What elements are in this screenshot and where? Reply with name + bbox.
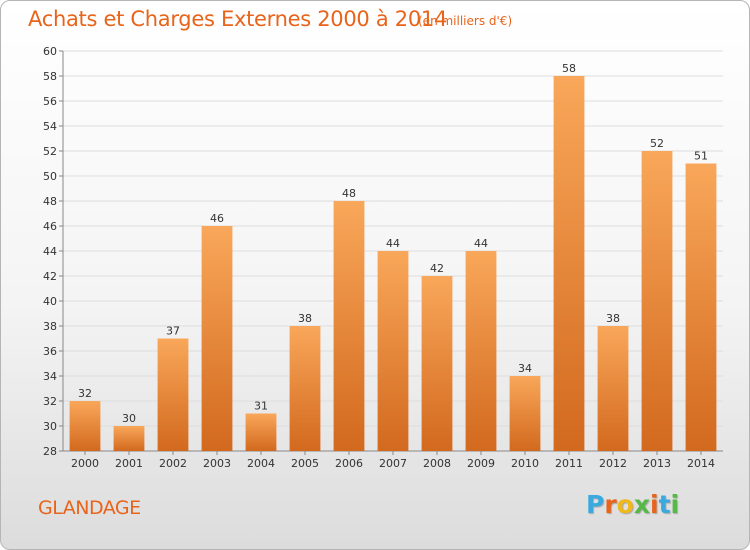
- value-label-2008: 42: [430, 262, 444, 275]
- x-tick-label-2011: 2011: [555, 457, 583, 470]
- y-tick-label: 44: [43, 245, 57, 258]
- x-tick-label-2005: 2005: [291, 457, 319, 470]
- bar-2007: [377, 251, 409, 451]
- chart-title: Achats et Charges Externes 2000 à 2014: [28, 7, 448, 31]
- value-label-2013: 52: [650, 137, 664, 150]
- bar-2009: [465, 251, 497, 451]
- bar-2013: [641, 151, 673, 451]
- value-label-2014: 51: [694, 150, 708, 163]
- bar-2012: [597, 326, 629, 451]
- y-tick-label: 32: [43, 395, 57, 408]
- x-tick-label-2012: 2012: [599, 457, 627, 470]
- y-tick-label: 50: [43, 170, 57, 183]
- y-tick-label: 58: [43, 70, 57, 83]
- brand-letter: i: [670, 490, 680, 519]
- y-tick-label: 46: [43, 220, 57, 233]
- y-tick-label: 34: [43, 370, 57, 383]
- bar-2005: [289, 326, 321, 451]
- value-label-2002: 37: [166, 325, 180, 338]
- y-tick-label: 56: [43, 95, 57, 108]
- value-label-2007: 44: [386, 237, 400, 250]
- value-label-2003: 46: [210, 212, 224, 225]
- brand-letter: r: [604, 490, 617, 519]
- value-label-2004: 31: [254, 400, 268, 413]
- bar-2006: [333, 201, 365, 451]
- value-label-2006: 48: [342, 187, 356, 200]
- value-label-2000: 32: [78, 387, 92, 400]
- labels: 28 30 32 34 36 38 40 42 44 46 48 50 52 54 56 58 60 32 2000…: [43, 45, 715, 470]
- y-tick-label: 36: [43, 345, 57, 358]
- value-label-2009: 44: [474, 237, 488, 250]
- brand-letter: i: [650, 490, 659, 519]
- value-label-2012: 38: [606, 312, 620, 325]
- y-tick-label: 40: [43, 295, 57, 308]
- brand-logo: Proxiti: [586, 490, 679, 519]
- x-tick-label-2008: 2008: [423, 457, 451, 470]
- x-tick-label-2009: 2009: [467, 457, 495, 470]
- brand-letter: x: [633, 490, 650, 519]
- x-tick-label-2007: 2007: [379, 457, 407, 470]
- bar-2003: [201, 226, 233, 451]
- y-tick-label: 42: [43, 270, 57, 283]
- y-tick-label: 48: [43, 195, 57, 208]
- bar-2000: [69, 401, 101, 451]
- bar-2010: [509, 376, 541, 451]
- bars: [69, 76, 717, 451]
- bar-2002: [157, 338, 189, 451]
- x-tick-label-2004: 2004: [247, 457, 275, 470]
- bar-2001: [113, 426, 145, 451]
- x-tick-label-2003: 2003: [203, 457, 231, 470]
- value-label-2010: 34: [518, 362, 532, 375]
- brand-letter: P: [586, 490, 605, 519]
- bar-2011: [553, 76, 585, 451]
- brand-letter: t: [658, 490, 671, 519]
- bar-2004: [245, 413, 277, 451]
- value-label-2011: 58: [562, 62, 576, 75]
- y-tick-label: 38: [43, 320, 57, 333]
- chart-subtitle: (en milliers d'€): [418, 14, 513, 28]
- brand-letter: o: [616, 490, 634, 519]
- value-label-2001: 30: [122, 412, 136, 425]
- x-tick-label-2000: 2000: [71, 457, 99, 470]
- y-tick-label: 54: [43, 120, 57, 133]
- x-tick-label-2002: 2002: [159, 457, 187, 470]
- x-tick-label-2001: 2001: [115, 457, 143, 470]
- y-tick-label: 60: [43, 45, 57, 58]
- y-tick-label: 52: [43, 145, 57, 158]
- x-tick-label-2010: 2010: [511, 457, 539, 470]
- y-tick-label: 30: [43, 420, 57, 433]
- value-label-2005: 38: [298, 312, 312, 325]
- x-tick-label-2014: 2014: [687, 457, 715, 470]
- x-tick-label-2013: 2013: [643, 457, 671, 470]
- bar-2014: [685, 163, 717, 451]
- x-tick-label-2006: 2006: [335, 457, 363, 470]
- y-tick-label: 28: [43, 445, 57, 458]
- bar-2008: [421, 276, 453, 451]
- location-name: GLANDAGE: [38, 497, 141, 519]
